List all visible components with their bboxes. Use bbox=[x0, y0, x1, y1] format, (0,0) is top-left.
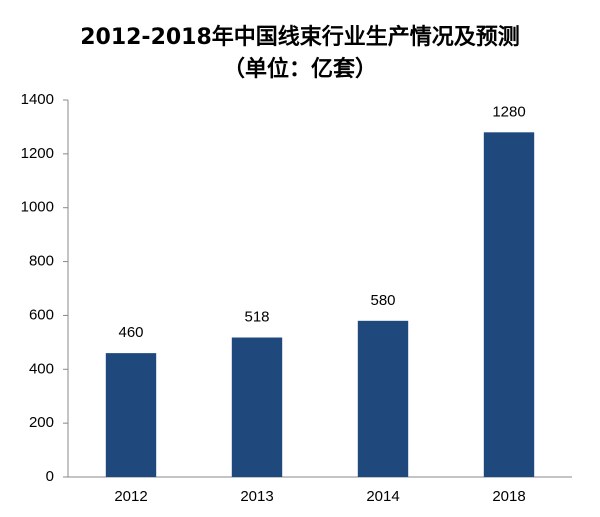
y-tick-label: 200 bbox=[29, 414, 54, 431]
x-tick-label: 2013 bbox=[240, 488, 273, 505]
data-label: 518 bbox=[244, 308, 269, 325]
data-label: 580 bbox=[370, 292, 395, 309]
bar bbox=[483, 132, 535, 478]
y-tick-label: 800 bbox=[29, 253, 54, 270]
x-tick-label: 2014 bbox=[366, 488, 399, 505]
bar bbox=[357, 320, 409, 477]
chart-subtitle: （单位：亿套） bbox=[223, 56, 377, 82]
y-tick-label: 0 bbox=[46, 468, 54, 485]
y-tick-label: 1200 bbox=[21, 145, 54, 162]
bar bbox=[105, 353, 157, 477]
y-tick-label: 600 bbox=[29, 306, 54, 323]
data-label: 1280 bbox=[492, 103, 525, 120]
y-tick-label: 400 bbox=[29, 360, 54, 377]
x-tick-label: 2018 bbox=[492, 488, 525, 505]
x-tick-label: 2012 bbox=[114, 488, 147, 505]
bar bbox=[231, 337, 283, 477]
y-tick-label: 1000 bbox=[21, 199, 54, 216]
chart-title: 2012-2018年中国线束行业生产情况及预测 bbox=[80, 24, 520, 50]
data-label: 460 bbox=[118, 324, 143, 341]
y-tick-label: 1400 bbox=[21, 91, 54, 108]
